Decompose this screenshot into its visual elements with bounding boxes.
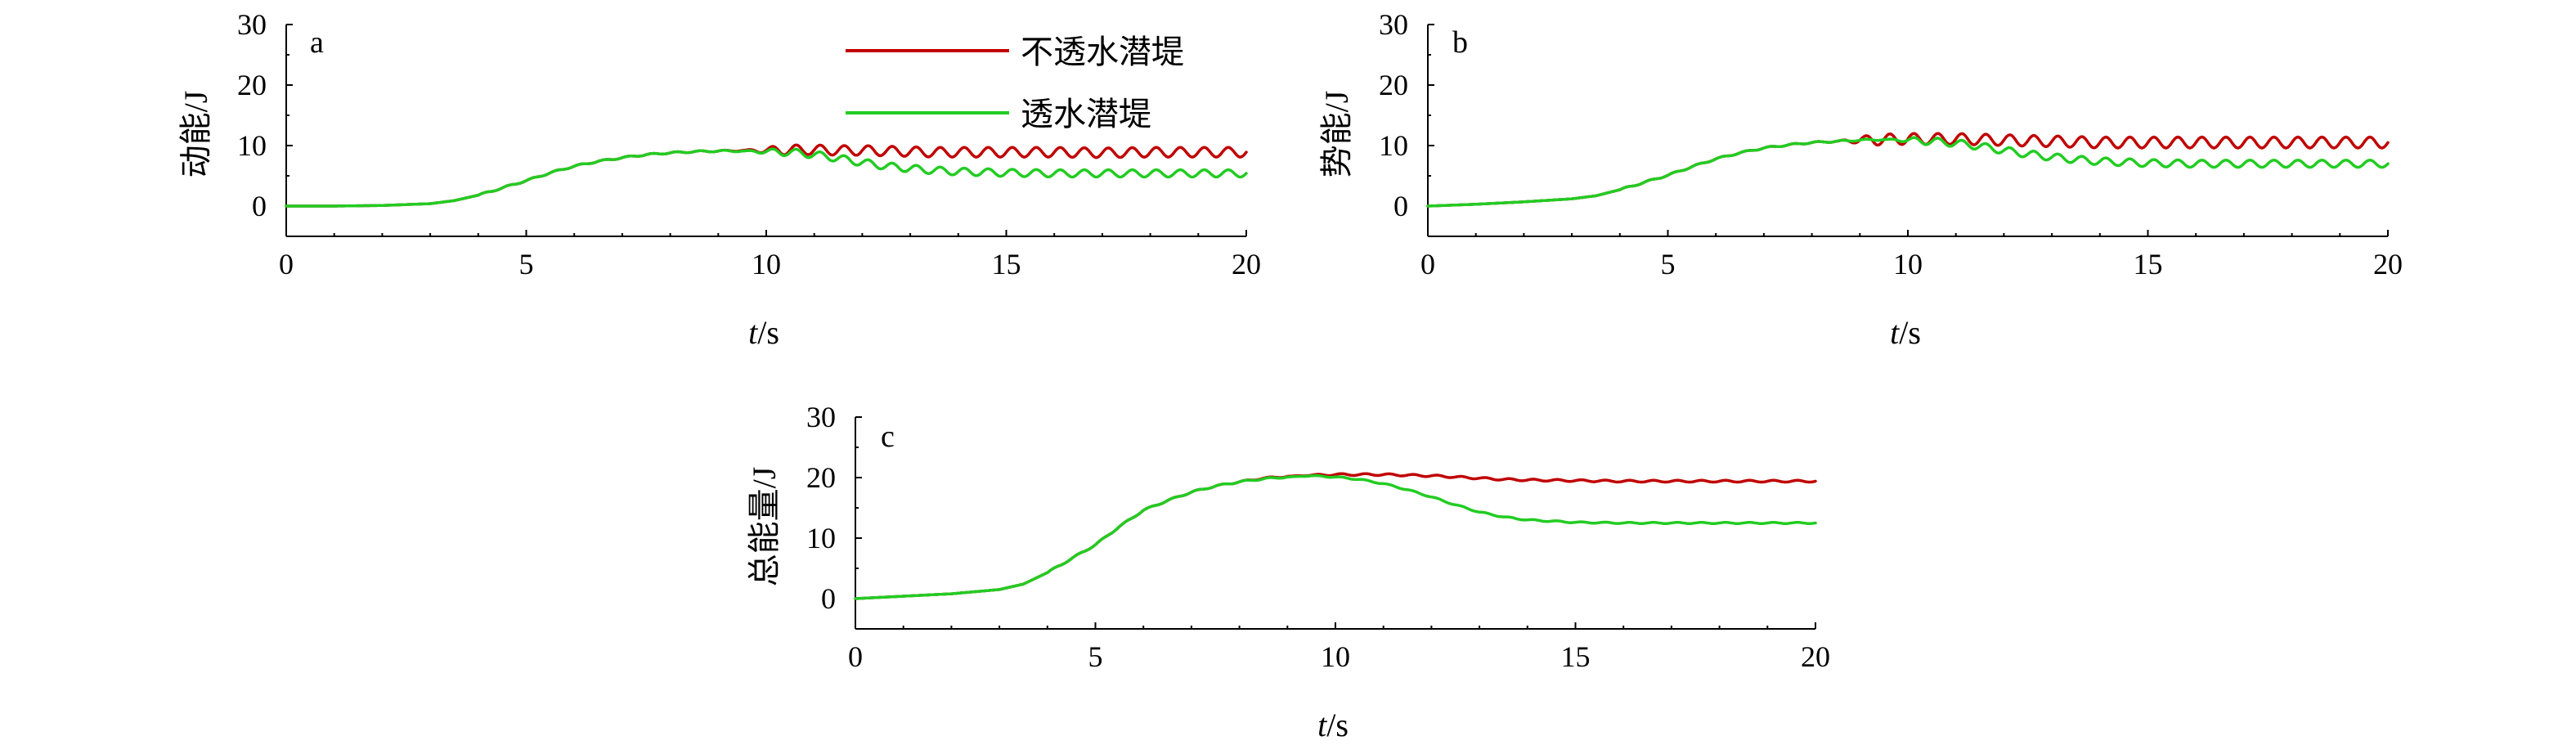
y-tick-label: 0 [252,190,267,222]
panel-a-ylabel: 动能/J [177,91,214,178]
y-tick-label: 20 [1379,69,1408,101]
x-tick-label: 5 [519,248,534,281]
panel-a-xlabel-var: t [748,314,758,351]
series-line-impermeable [285,143,1248,208]
panel-b-ylabel: 势能/J [1318,91,1355,178]
y-tick-label: 20 [237,69,267,101]
y-tick-label: 10 [806,522,836,554]
x-tick-label: 20 [1801,640,1830,673]
x-tick-label: 20 [2373,248,2403,281]
y-tick-label: 30 [237,8,267,41]
panel-b-plot: 0 5 10 15 20 0 10 20 30 [1379,8,2403,281]
x-tick-label: 20 [1232,248,1261,281]
y-tick-label: 10 [1379,129,1408,162]
panel-c-xlabel-unit: /s [1326,707,1349,743]
panel-c-xlabel: t/s [1317,707,1349,743]
series-line-impermeable [1426,132,2390,208]
x-tick-label: 0 [848,640,863,673]
series-line-impermeable [854,472,1817,600]
series-line-permeable [1426,136,2390,208]
panel-c-xlabel-var: t [1317,707,1327,743]
panel-a: 0 5 10 15 20 0 10 20 30 a 动能/J t/s 不透水潜堤 透水潜堤 [177,8,1261,351]
panel-a-xlabel: t/s [748,314,779,351]
x-tick-label: 15 [1561,640,1591,673]
legend-label-permeable: 透水潜堤 [1021,96,1151,132]
panel-b: 0 5 10 15 20 0 10 20 30 b 势能/J t/s [1318,8,2403,351]
panel-b-xlabel-unit: /s [1899,314,1921,351]
x-tick-label: 10 [752,248,781,281]
x-tick-label: 5 [1088,640,1103,673]
panel-c: 0 5 10 15 20 0 10 20 30 c 总能量/J t/s [746,401,1830,743]
panel-a-xlabel-unit: /s [757,314,779,351]
panel-c-letter: c [881,420,895,454]
x-tick-label: 15 [2134,248,2163,281]
legend: 不透水潜堤 透水潜堤 [846,34,1184,132]
panel-c-plot: 0 5 10 15 20 0 10 20 30 [806,401,1830,673]
series-line-permeable [854,473,1817,600]
y-tick-label: 20 [806,461,836,494]
x-tick-label: 0 [279,248,294,281]
panel-b-letter: b [1452,25,1468,60]
panel-c-ylabel: 总能量/J [746,467,783,587]
x-tick-label: 10 [1893,248,1923,281]
y-tick-label: 30 [1379,8,1408,41]
y-tick-label: 10 [237,129,267,162]
panel-a-plot: 0 5 10 15 20 0 10 20 30 [237,8,1261,281]
legend-label-impermeable: 不透水潜堤 [1021,34,1184,70]
panel-b-xlabel-var: t [1890,314,1900,351]
x-tick-label: 10 [1321,640,1350,673]
y-tick-label: 0 [1393,190,1408,222]
panel-b-xlabel: t/s [1890,314,1921,351]
y-tick-label: 30 [806,401,836,433]
y-tick-label: 0 [821,582,836,615]
x-tick-label: 0 [1420,248,1435,281]
series-line-permeable [285,147,1248,208]
panel-a-letter: a [310,25,324,60]
x-tick-label: 15 [992,248,1021,281]
x-tick-label: 5 [1661,248,1676,281]
